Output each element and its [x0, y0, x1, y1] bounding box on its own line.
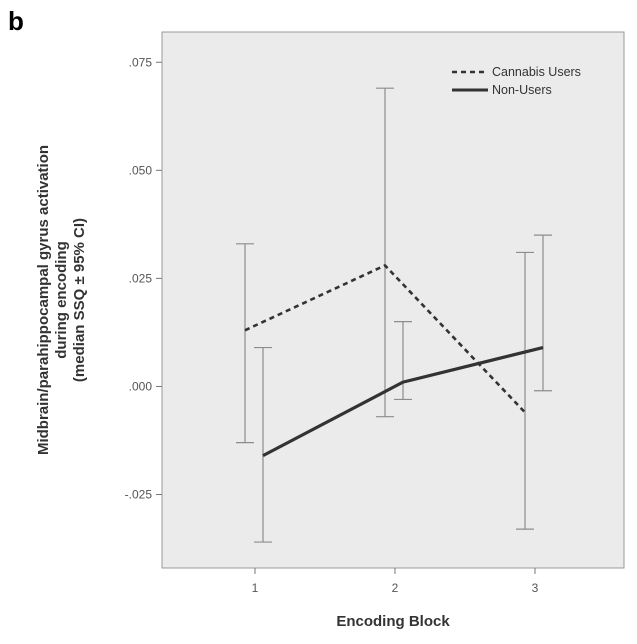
x-axis-title: Encoding Block — [336, 613, 450, 630]
x-tick-label: 1 — [252, 581, 259, 595]
y-axis-title-line: (median SSQ ± 95% CI) — [71, 218, 88, 382]
y-axis-title: Midbrain/parahippocampal gyrus activatio… — [35, 145, 88, 455]
y-tick-label: .025 — [129, 271, 153, 285]
y-tick-label: .075 — [129, 55, 153, 69]
y-tick-label: -.025 — [125, 488, 153, 502]
legend-label: Cannabis Users — [492, 65, 581, 79]
panel-label: b — [8, 6, 24, 36]
y-axis-title-line: during encoding — [53, 241, 70, 359]
legend: Cannabis Users Non-Users — [452, 65, 581, 97]
plot-area — [161, 31, 625, 569]
y-tick-label: .000 — [129, 379, 153, 393]
series-lines — [244, 264, 544, 458]
x-tick-label: 3 — [532, 581, 539, 595]
y-tick-label: .050 — [129, 163, 153, 177]
series-line-non-users — [262, 345, 544, 458]
error-bars — [236, 87, 552, 543]
legend-label: Non-Users — [492, 83, 552, 97]
y-axis-title-line: Midbrain/parahippocampal gyrus activatio… — [35, 145, 52, 455]
axes: -.025 .000 .025 .050 .075 1 2 3 — [125, 55, 539, 595]
x-tick-label: 2 — [392, 581, 399, 595]
